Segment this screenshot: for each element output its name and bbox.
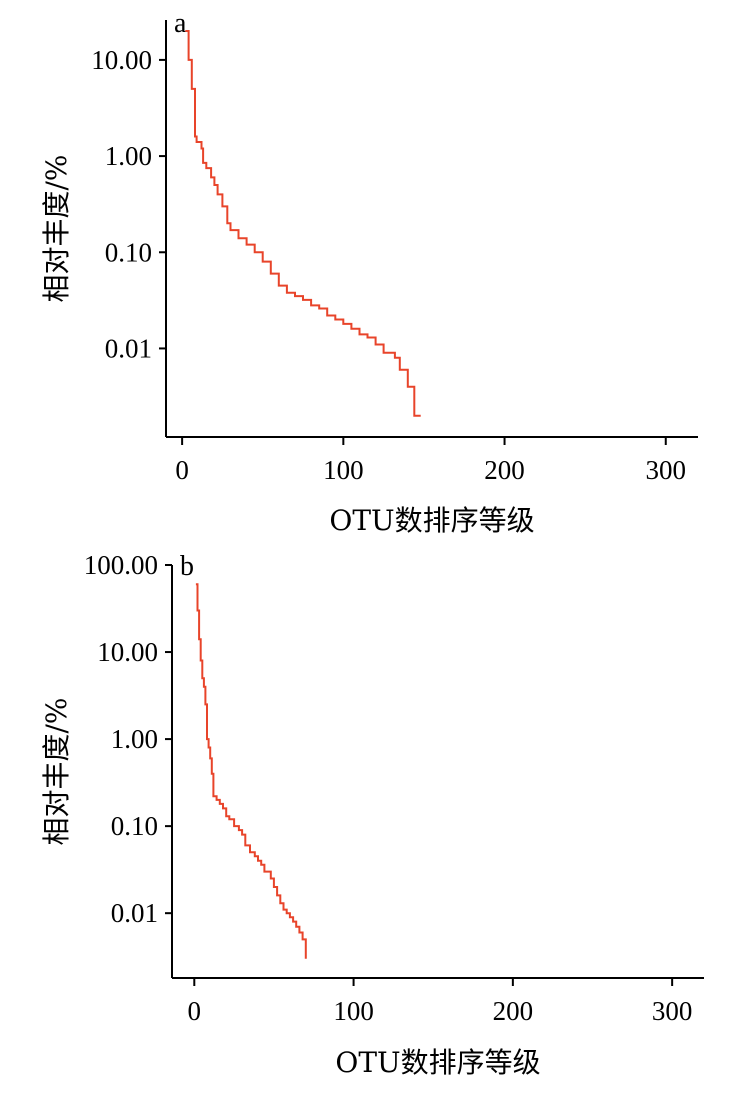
y-tick-label: 0.10: [105, 237, 152, 267]
series-line-1: [195, 583, 307, 959]
y-tick-label: 0.10: [111, 811, 158, 841]
x-axis-title: OTU数排序等级: [329, 504, 534, 537]
chart-a-svg: 0.01 0.10 1.00 10.00 0 100 200 300 a OTU数排序等级 相对丰度…: [40, 8, 698, 537]
x-tick-label: 100: [333, 996, 374, 1026]
x-tick-label: 200: [484, 455, 525, 485]
x-tick-label: 0: [188, 996, 202, 1026]
y-tick-label: 0.01: [111, 898, 158, 928]
y-tick-label: 0.01: [105, 333, 152, 363]
x-tick-label: 300: [646, 455, 687, 485]
y-axis-title: 相对丰度/%: [40, 697, 73, 845]
chart-panel-a: 0.01 0.10 1.00 10.00 0 100 200 300 a OTU数排序等级 相对丰度…: [0, 0, 750, 545]
chart-panel-b: 0.01 0.10 1.00 10.00 100.00 0 100 200 300 b OTU数排序…: [0, 545, 750, 1095]
panel-label: b: [180, 551, 194, 582]
x-axis-title: OTU数排序等级: [335, 1046, 540, 1079]
x-tick-label: 100: [323, 455, 364, 485]
y-tick-label: 100.00: [84, 550, 158, 580]
x-tick-label: 0: [175, 455, 189, 485]
x-tick-label: 300: [652, 996, 693, 1026]
y-tick-label: 1.00: [105, 141, 152, 171]
y-tick-label: 1.00: [111, 724, 158, 754]
x-tick-label: 200: [493, 996, 534, 1026]
series-line-1: [185, 30, 421, 417]
chart-b-svg: 0.01 0.10 1.00 10.00 100.00 0 100 200 300 b OTU数排序…: [40, 550, 704, 1079]
y-axis-title: 相对丰度/%: [40, 154, 73, 302]
y-tick-label: 10.00: [91, 45, 152, 75]
panel-label: a: [174, 8, 187, 39]
y-tick-label: 10.00: [97, 637, 158, 667]
